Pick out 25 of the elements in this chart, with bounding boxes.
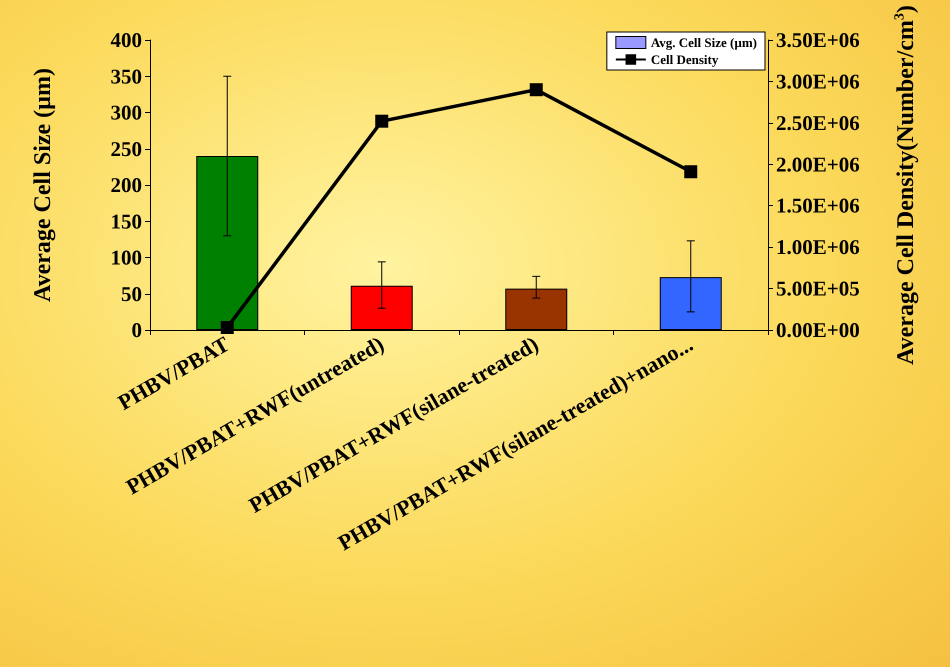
y2-tick-label: 3.50E+06 bbox=[776, 28, 860, 52]
y-tick-label: 400 bbox=[110, 28, 142, 52]
y-tick-label: 300 bbox=[110, 100, 142, 124]
point bbox=[375, 114, 388, 128]
legend-label: Cell Density bbox=[650, 52, 719, 67]
y-tick-label: 150 bbox=[110, 209, 142, 234]
y2-axis-title: Average Cell Density(Number/cm3) bbox=[892, 5, 919, 365]
y2-tick-label: 2.50E+06 bbox=[776, 110, 860, 135]
point bbox=[220, 321, 234, 334]
y2-tick-label: 1.00E+06 bbox=[776, 235, 860, 260]
y2-tick-label: 1.50E+06 bbox=[776, 194, 860, 218]
y2-tick-label: 0.00E+00 bbox=[776, 318, 860, 342]
y-tick-label: 350 bbox=[110, 64, 142, 88]
y-axis-title: Average Cell Size (µm) bbox=[30, 68, 56, 302]
legend-label: Avg. Cell Size (µm) bbox=[650, 35, 758, 50]
y-tick-label: 200 bbox=[110, 173, 142, 197]
y-tick-label: 0 bbox=[132, 318, 142, 342]
y-tick-label: 250 bbox=[110, 136, 142, 161]
y2-tick-label: 3.00E+06 bbox=[776, 69, 860, 94]
y2-tick-label: 5.00E+05 bbox=[776, 276, 860, 301]
point bbox=[684, 165, 698, 178]
y-tick-label: 50 bbox=[121, 282, 142, 306]
y2-tick-label: 2.00E+06 bbox=[776, 152, 860, 176]
y-tick-label: 100 bbox=[110, 246, 142, 270]
point bbox=[530, 83, 543, 96]
